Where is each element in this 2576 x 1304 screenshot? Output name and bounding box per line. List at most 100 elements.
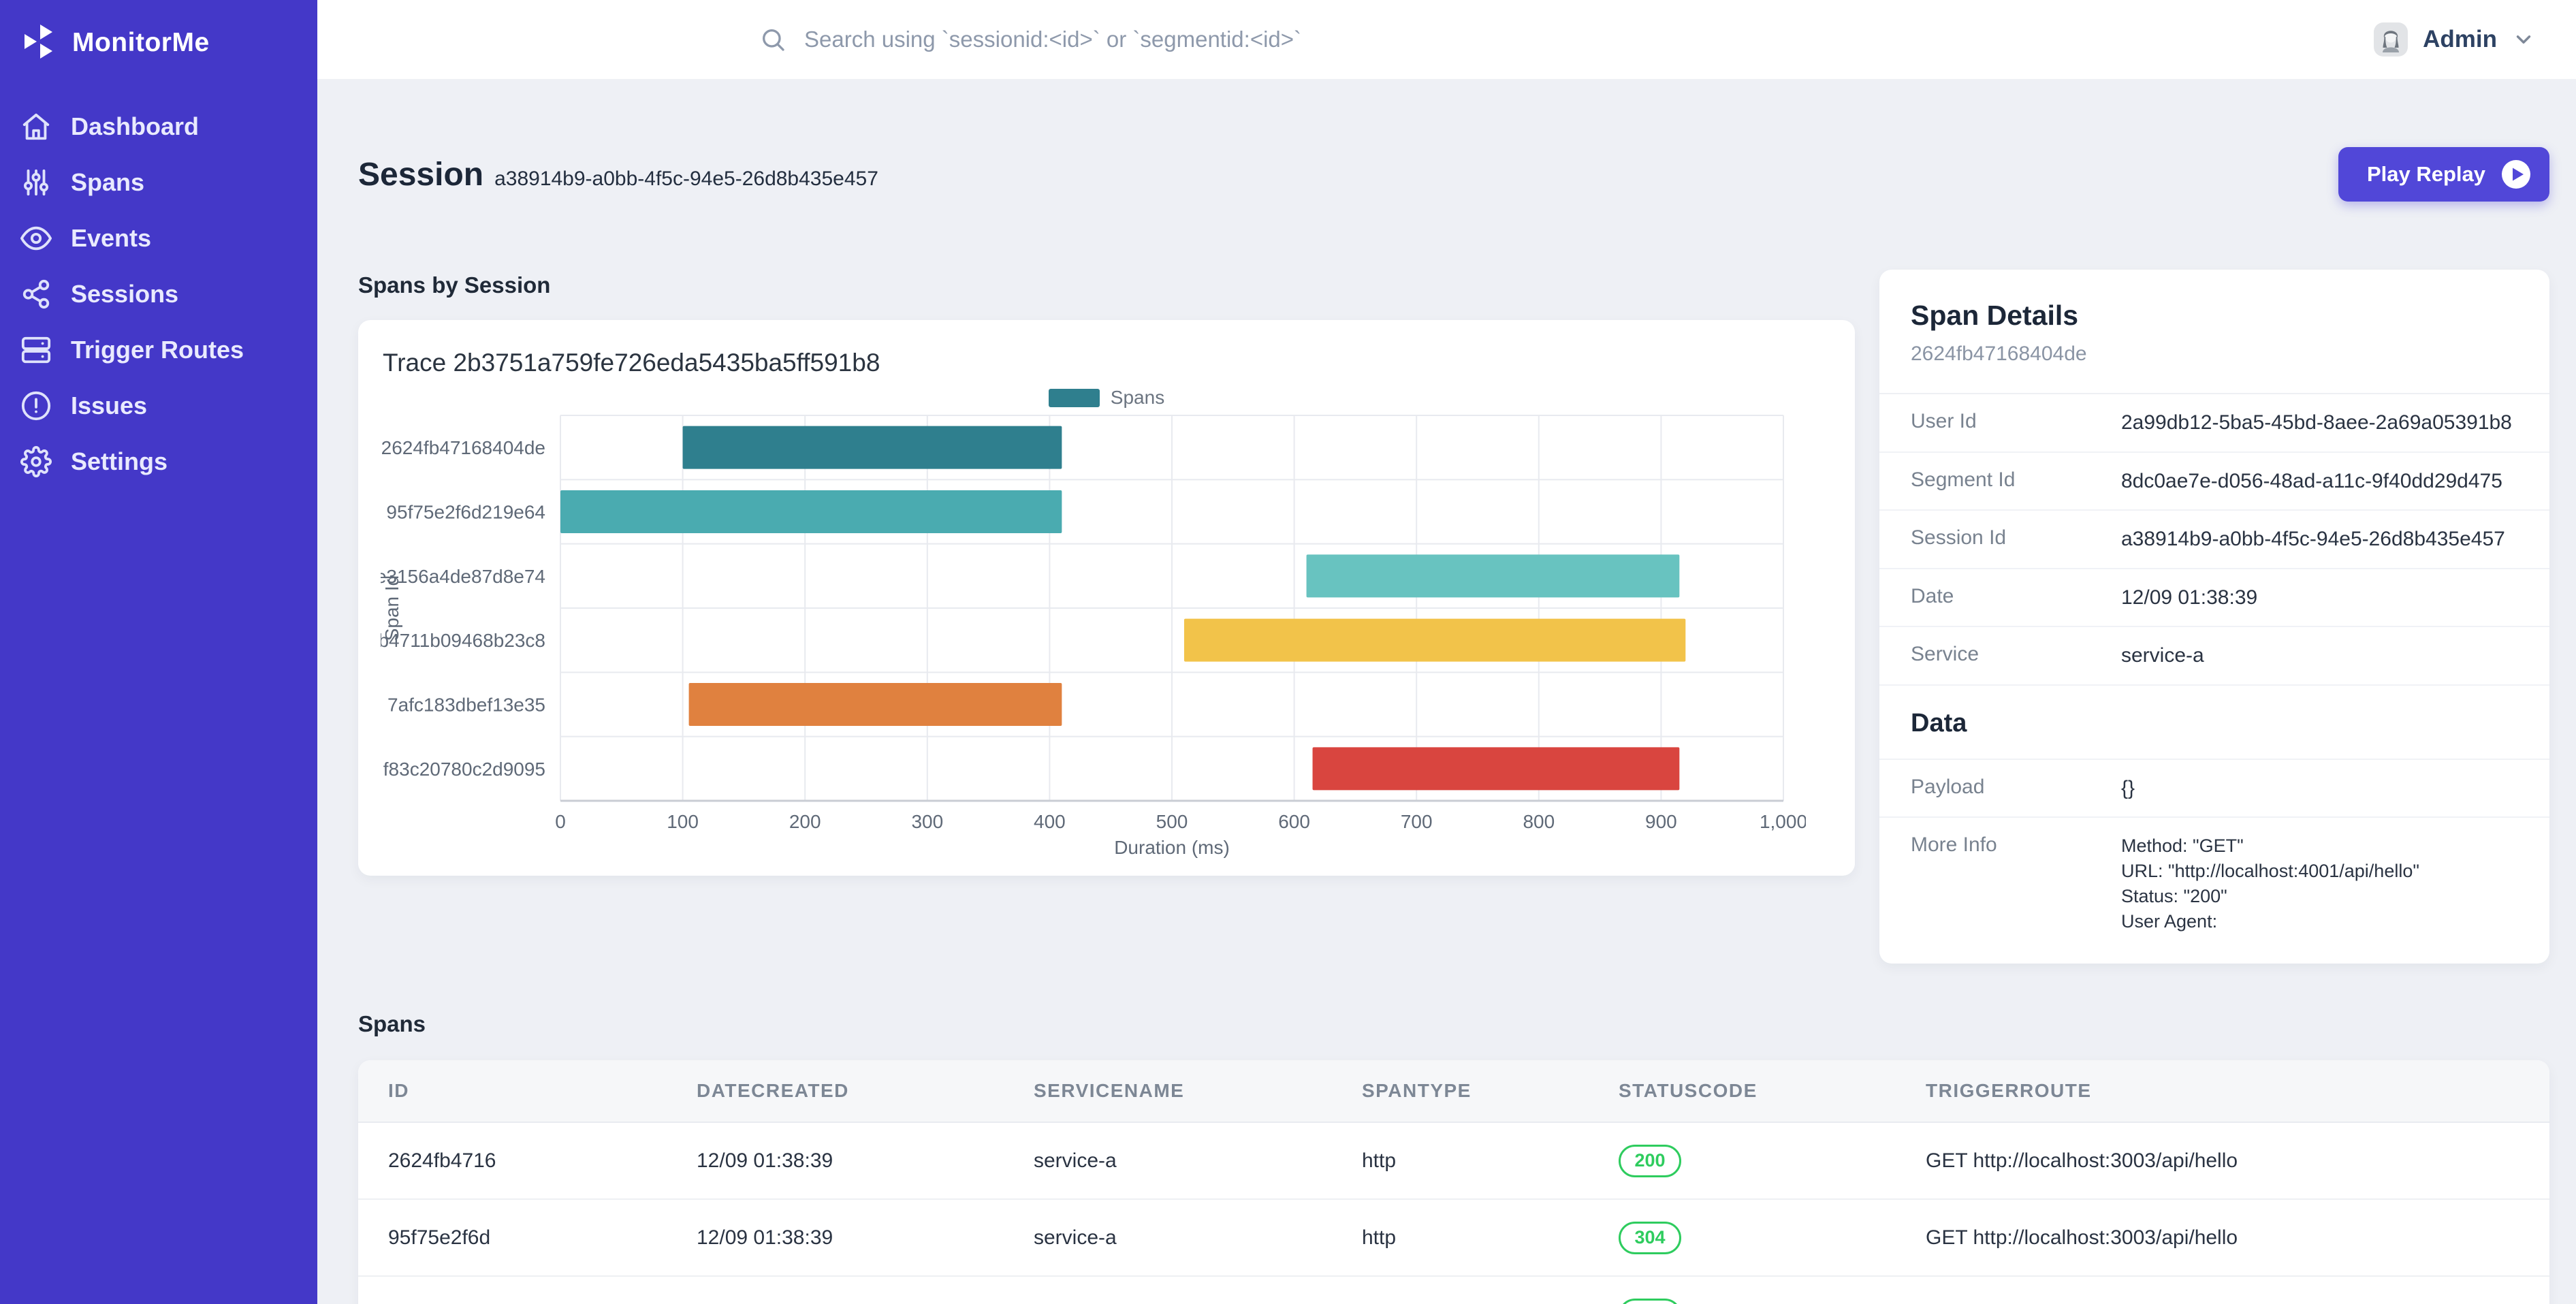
chart-bar[interactable] bbox=[1313, 747, 1680, 790]
column-header-triggerroute: TRIGGERROUTE bbox=[1926, 1080, 2549, 1102]
cell-statuscode: 200 bbox=[1619, 1299, 1926, 1304]
play-replay-button[interactable]: Play Replay bbox=[2338, 147, 2549, 202]
column-header-id: ID bbox=[388, 1080, 697, 1102]
detail-row-payload: Payload{} bbox=[1879, 760, 2549, 818]
detail-row-date: Date12/09 01:38:39 bbox=[1879, 569, 2549, 628]
x-tick-label: 300 bbox=[911, 811, 943, 832]
search-input[interactable] bbox=[804, 27, 1826, 52]
search-icon bbox=[759, 26, 786, 53]
spans-table-header: IDDATECREATEDSERVICENAMESPANTYPESTATUSCO… bbox=[358, 1060, 2549, 1123]
y-tick-label: f83c20780c2d9095 bbox=[383, 759, 545, 780]
content: Session a38914b9-a0bb-4f5c-94e5-26d8b435e… bbox=[317, 79, 2576, 1304]
detail-label: Date bbox=[1911, 585, 2121, 608]
y-tick-label: b4711b09468b23c8 bbox=[381, 630, 545, 651]
chart-bar[interactable] bbox=[689, 683, 1062, 726]
column-header-spantype: SPANTYPE bbox=[1362, 1080, 1619, 1102]
detail-value: service-a bbox=[2121, 643, 2204, 669]
x-axis-title: Duration (ms) bbox=[1114, 837, 1230, 858]
sidebar-item-label: Issues bbox=[71, 392, 147, 420]
chart-title: Trace 2b3751a759fe726eda5435ba5ff591b8 bbox=[383, 349, 1832, 377]
detail-label: Segment Id bbox=[1911, 468, 2121, 492]
table-row[interactable]: e3156a4de812/09 01:38:40service-ahttp200… bbox=[358, 1277, 2549, 1304]
cell-triggerroute: GET http://localhost:3003/api/hello bbox=[1926, 1149, 2549, 1173]
eye-icon bbox=[20, 223, 52, 254]
x-tick-label: 900 bbox=[1645, 811, 1677, 832]
y-tick-label: 95f75e2f6d219e64 bbox=[386, 502, 545, 523]
sidebar-item-settings[interactable]: Settings bbox=[0, 434, 317, 490]
user-menu[interactable]: Admin bbox=[2374, 22, 2535, 57]
sidebar-item-label: Events bbox=[71, 224, 151, 253]
y-tick-label: 2624fb47168404de bbox=[381, 437, 545, 458]
table-row[interactable]: 95f75e2f6d12/09 01:38:39service-ahttp304… bbox=[358, 1200, 2549, 1277]
detail-row-segment-id: Segment Id8dc0ae7e-d056-48ad-a11c-9f40dd… bbox=[1879, 453, 2549, 511]
legend-label: Spans bbox=[1111, 387, 1164, 409]
y-tick-label: e3156a4de87d8e74 bbox=[381, 566, 545, 587]
cell-id: 2624fb4716 bbox=[388, 1149, 697, 1173]
cell-statuscode: 304 bbox=[1619, 1222, 1926, 1254]
sidebar-nav: Dashboard Spans Events SessionsTrigger Rout… bbox=[0, 99, 317, 490]
section-title-spans: Spans bbox=[358, 1011, 2549, 1037]
cell-spantype: http bbox=[1362, 1226, 1619, 1250]
trace-chart-card: Trace 2b3751a759fe726eda5435ba5ff591b8 S… bbox=[358, 320, 1855, 876]
logo[interactable]: MonitorMe bbox=[0, 0, 317, 63]
page-title-text: Session bbox=[358, 157, 483, 193]
chart-bar[interactable] bbox=[1307, 554, 1680, 597]
sidebar-item-label: Spans bbox=[71, 168, 144, 197]
cell-datecreated: 12/09 01:38:39 bbox=[697, 1149, 1034, 1173]
user-name: Admin bbox=[2423, 26, 2497, 53]
y-axis-title: Span Id bbox=[381, 575, 402, 641]
sidebar-item-spans[interactable]: Spans bbox=[0, 155, 317, 210]
avatar bbox=[2374, 22, 2408, 57]
data-section-heading: Data bbox=[1879, 686, 2549, 760]
section-title-spans-by-session: Spans by Session bbox=[358, 272, 1855, 298]
detail-row-session-id: Session Ida38914b9-a0bb-4f5c-94e5-26d8b4… bbox=[1879, 511, 2549, 569]
x-tick-label: 1,000 bbox=[1760, 811, 1806, 832]
page-title: Session a38914b9-a0bb-4f5c-94e5-26d8b435e… bbox=[358, 156, 878, 193]
column-header-servicename: SERVICENAME bbox=[1034, 1080, 1362, 1102]
x-tick-label: 200 bbox=[789, 811, 821, 832]
x-tick-label: 400 bbox=[1034, 811, 1066, 832]
sidebar-item-label: Settings bbox=[71, 447, 168, 476]
sidebar-item-issues[interactable]: Issues bbox=[0, 378, 317, 434]
sidebar-item-events[interactable]: Events bbox=[0, 210, 317, 266]
session-header: Session a38914b9-a0bb-4f5c-94e5-26d8b435e… bbox=[358, 147, 2549, 202]
server-icon bbox=[20, 334, 52, 366]
main-area: Admin Session a38914b9-a0bb-4f5c-94e5-26d… bbox=[317, 0, 2576, 1304]
detail-row-more-info: More InfoMethod: "GET"URL: "http://local… bbox=[1879, 818, 2549, 950]
cell-statuscode: 200 bbox=[1619, 1145, 1926, 1177]
logo-icon bbox=[23, 22, 59, 63]
x-tick-label: 500 bbox=[1156, 811, 1188, 832]
status-badge: 304 bbox=[1619, 1222, 1681, 1254]
spans-table: IDDATECREATEDSERVICENAMESPANTYPESTATUSCO… bbox=[358, 1060, 2549, 1304]
chart-bar[interactable] bbox=[560, 490, 1062, 533]
y-tick-label: 7afc183dbef13e35 bbox=[387, 695, 545, 716]
detail-row-service: Serviceservice-a bbox=[1879, 627, 2549, 686]
gear-icon bbox=[20, 446, 52, 477]
chart-bar[interactable] bbox=[1184, 619, 1685, 662]
chart-legend[interactable]: Spans bbox=[381, 387, 1832, 409]
detail-value: {} bbox=[2121, 776, 2135, 801]
status-badge: 200 bbox=[1619, 1299, 1681, 1304]
sidebar-item-trigger-routes[interactable]: Trigger Routes bbox=[0, 322, 317, 378]
sidebar: MonitorMe Dashboard Spans Events SessionsTr… bbox=[0, 0, 317, 1304]
detail-row-user-id: User Id2a99db12-5ba5-45bd-8aee-2a69a0539… bbox=[1879, 394, 2549, 453]
sidebar-item-label: Dashboard bbox=[71, 112, 199, 141]
detail-value: 12/09 01:38:39 bbox=[2121, 585, 2257, 611]
play-replay-label: Play Replay bbox=[2367, 162, 2485, 187]
trace-chart-svg: 2624fb47168404de 95f75e2f6d219e64 e3156a4d… bbox=[381, 411, 1806, 859]
sliders-icon bbox=[20, 167, 52, 198]
chart-bar[interactable] bbox=[683, 426, 1062, 469]
span-details-header: Span Details 2624fb47168404de bbox=[1879, 270, 2549, 394]
cell-spantype: http bbox=[1362, 1149, 1619, 1173]
topbar: Admin bbox=[317, 0, 2576, 79]
cell-triggerroute: GET http://localhost:3003/api/hello bbox=[1926, 1226, 2549, 1250]
sidebar-item-sessions[interactable]: Sessions bbox=[0, 266, 317, 322]
table-row[interactable]: 2624fb471612/09 01:38:39service-ahttp200… bbox=[358, 1123, 2549, 1200]
span-details-span-id: 2624fb47168404de bbox=[1911, 343, 2518, 366]
detail-label: More Info bbox=[1911, 833, 2121, 857]
session-id: a38914b9-a0bb-4f5c-94e5-26d8b435e457 bbox=[494, 168, 878, 190]
span-details-card: Span Details 2624fb47168404de User Id2a9… bbox=[1879, 270, 2549, 964]
home-icon bbox=[20, 111, 52, 142]
sidebar-item-dashboard[interactable]: Dashboard bbox=[0, 99, 317, 155]
chevron-down-icon bbox=[2512, 28, 2535, 51]
